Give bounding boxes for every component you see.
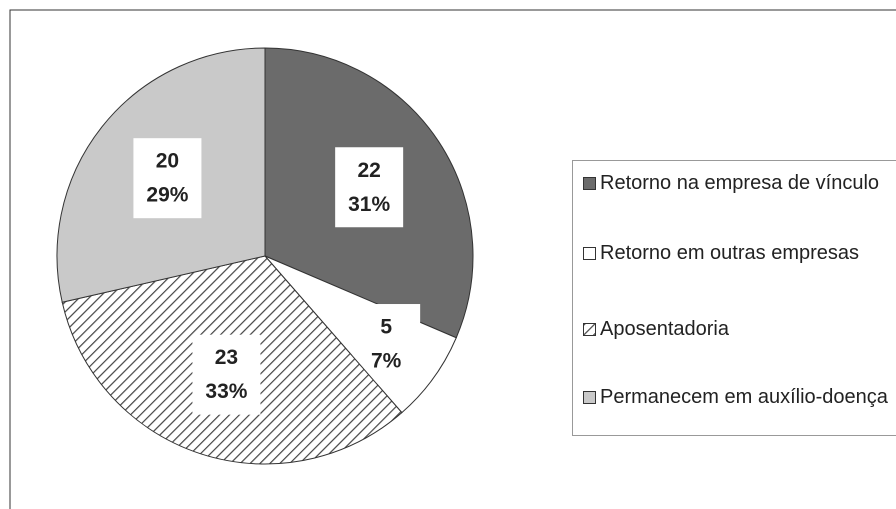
legend-item: Retorno em outras empresas (583, 241, 896, 265)
value-label: 22 (357, 159, 380, 182)
legend: Retorno na empresa de vínculo Retorno em … (572, 160, 896, 436)
value-label: 23 (215, 346, 238, 369)
legend-item: Aposentadoria (583, 317, 896, 341)
swatch-fill (584, 324, 595, 335)
legend-item: Permanecem em auxílio-doença (583, 385, 896, 409)
percent-label: 29% (146, 184, 188, 207)
legend-label: Retorno em outras empresas (600, 242, 860, 264)
legend-swatch (583, 177, 596, 190)
value-label: 20 (156, 150, 179, 173)
percent-label: 33% (205, 380, 247, 403)
legend-label: Aposentadoria (600, 318, 729, 340)
legend-label: Retorno na empresa de vínculo (600, 172, 880, 194)
legend-swatch (583, 391, 596, 404)
label-box (133, 138, 202, 219)
percent-label: 7% (371, 350, 402, 373)
swatch-fill (584, 392, 595, 403)
frame (9, 9, 896, 509)
swatch-fill (584, 178, 595, 189)
legend-item: Retorno na empresa de vínculo (583, 171, 896, 195)
legend-swatch (583, 247, 596, 260)
label-box (192, 334, 261, 415)
legend-label: Permanecem em auxílio-doença (600, 386, 888, 408)
percent-label: 31% (348, 193, 390, 216)
value-label: 5 (380, 316, 392, 339)
swatch-fill (584, 248, 595, 259)
label-box (335, 147, 404, 228)
legend-swatch (583, 323, 596, 336)
